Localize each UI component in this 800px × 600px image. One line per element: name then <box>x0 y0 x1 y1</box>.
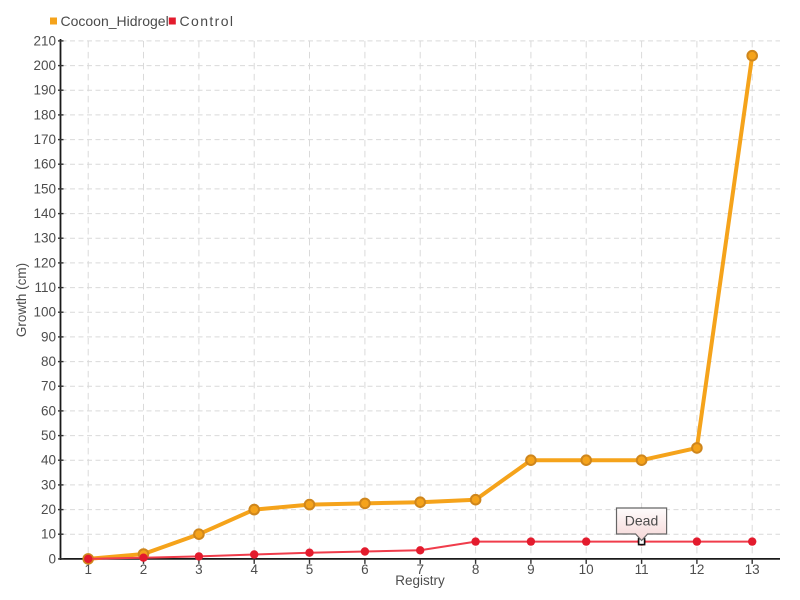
svg-text:200: 200 <box>33 58 56 73</box>
svg-text:100: 100 <box>33 305 56 320</box>
svg-text:130: 130 <box>33 231 56 246</box>
svg-text:40: 40 <box>41 453 56 468</box>
svg-text:1: 1 <box>84 562 92 577</box>
svg-text:80: 80 <box>41 354 56 369</box>
svg-text:20: 20 <box>41 502 56 517</box>
svg-text:70: 70 <box>41 379 56 394</box>
svg-text:Growth (cm): Growth (cm) <box>14 263 29 337</box>
svg-text:170: 170 <box>33 132 56 147</box>
svg-text:11: 11 <box>635 562 649 577</box>
svg-text:160: 160 <box>33 157 56 172</box>
svg-text:30: 30 <box>41 477 56 492</box>
svg-text:4: 4 <box>250 562 258 577</box>
svg-text:8: 8 <box>472 562 480 577</box>
svg-text:6: 6 <box>361 562 369 577</box>
svg-text:180: 180 <box>33 107 56 122</box>
svg-text:Registry: Registry <box>395 573 445 588</box>
svg-text:10: 10 <box>41 527 56 542</box>
svg-text:140: 140 <box>33 206 56 221</box>
svg-text:50: 50 <box>41 428 56 443</box>
svg-text:210: 210 <box>33 33 56 48</box>
svg-text:10: 10 <box>579 562 594 577</box>
svg-text:0: 0 <box>48 551 56 566</box>
svg-text:110: 110 <box>34 280 56 295</box>
svg-text:60: 60 <box>41 403 56 418</box>
svg-text:Cocoon_Hidrogel: Cocoon_Hidrogel <box>61 13 169 29</box>
svg-text:190: 190 <box>33 83 56 98</box>
svg-text:90: 90 <box>41 329 56 344</box>
svg-text:2: 2 <box>140 562 148 577</box>
svg-text:Control: Control <box>180 13 235 29</box>
svg-text:120: 120 <box>33 255 56 270</box>
svg-text:13: 13 <box>745 562 760 577</box>
svg-text:12: 12 <box>689 562 704 577</box>
svg-text:7: 7 <box>416 562 424 577</box>
svg-text:5: 5 <box>306 562 314 577</box>
svg-text:9: 9 <box>527 562 535 577</box>
svg-text:3: 3 <box>195 562 203 577</box>
svg-text:Dead: Dead <box>625 513 658 529</box>
svg-text:150: 150 <box>33 181 56 196</box>
